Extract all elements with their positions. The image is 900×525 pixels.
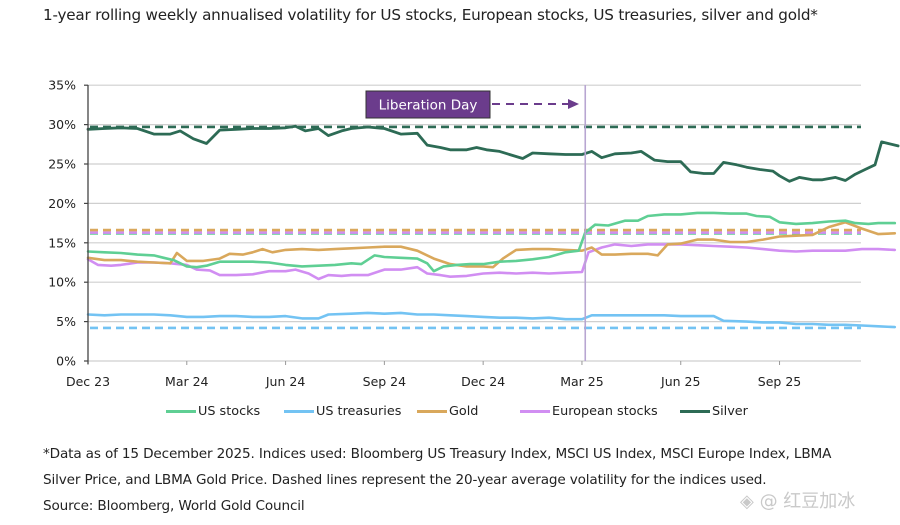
x-tick-label: Jun 24 <box>265 374 305 389</box>
y-tick-label: 20% <box>48 196 76 211</box>
footnote-line-1: *Data as of 15 December 2025. Indices us… <box>43 446 832 462</box>
annotation-arrow-head <box>568 99 579 109</box>
x-tick-label: Jun 25 <box>660 374 700 389</box>
x-tick-label: Mar 25 <box>560 374 603 389</box>
series-line-gold <box>86 221 897 269</box>
series-line-us-stocks <box>86 211 897 273</box>
series-line-us-treasuries <box>86 311 897 329</box>
y-tick-label: 35% <box>48 78 76 93</box>
line-chart: 0% 5% 10% 15% 20% 25% 30% 35% Dec 23 Mar 24 Jun 2… <box>48 78 900 389</box>
x-tick-label: Mar 24 <box>165 374 209 389</box>
legend-swatch <box>284 410 314 413</box>
x-tick-label: Dec 24 <box>461 374 505 389</box>
series-line-european-stocks <box>86 243 897 281</box>
x-axis-ticks: Dec 23 Mar 24 Jun 24 Sep 24 Dec 24 Mar 25 Jun … <box>66 361 801 389</box>
legend-swatch <box>417 410 447 413</box>
y-tick-label: 10% <box>48 275 76 290</box>
y-tick-label: 5% <box>56 314 76 329</box>
x-tick-label: Sep 25 <box>758 374 801 389</box>
liberation-day-annotation: Liberation Day <box>365 90 579 119</box>
legend-item-silver: Silver <box>680 404 748 419</box>
annotation-label: Liberation Day <box>379 98 478 114</box>
legend-item-us-stocks: US stocks <box>166 404 260 419</box>
y-tick-label: 25% <box>48 157 76 172</box>
legend-item-us-treasuries: US treasuries <box>284 404 401 419</box>
chart-title: 1-year rolling weekly annualised volatil… <box>43 6 818 24</box>
watermark: ◈ @ 红豆加冰 <box>740 491 856 512</box>
average-lines <box>90 125 861 330</box>
legend-label: European stocks <box>552 404 658 419</box>
legend-label: Silver <box>712 404 748 419</box>
footnotes: *Data as of 15 December 2025. Indices us… <box>43 441 831 519</box>
y-tick-label: 0% <box>56 354 76 369</box>
legend-label: US stocks <box>198 404 261 419</box>
y-axis-ticks: 0% 5% 10% 15% 20% 25% 30% 35% <box>48 78 88 369</box>
legend-item-european-stocks: European stocks <box>520 404 658 419</box>
x-tick-label: Dec 23 <box>66 374 110 389</box>
legend-swatch <box>520 410 550 413</box>
source-line: Source: Bloomberg, World Gold Council <box>43 498 305 514</box>
annotation-box <box>365 90 491 119</box>
x-tick-label: Sep 24 <box>363 374 406 389</box>
y-tick-label: 15% <box>48 235 76 250</box>
y-tick-label: 30% <box>48 117 76 132</box>
footnote-line-2: Silver Price, and LBMA Gold Price. Dashe… <box>43 472 767 488</box>
legend-swatch <box>166 410 196 413</box>
legend-label: US treasuries <box>316 404 402 419</box>
legend-label: Gold <box>449 404 479 419</box>
legend-item-gold: Gold <box>417 404 478 419</box>
series-line-silver <box>86 124 900 183</box>
series-lines <box>86 124 900 329</box>
legend-swatch <box>680 410 710 413</box>
